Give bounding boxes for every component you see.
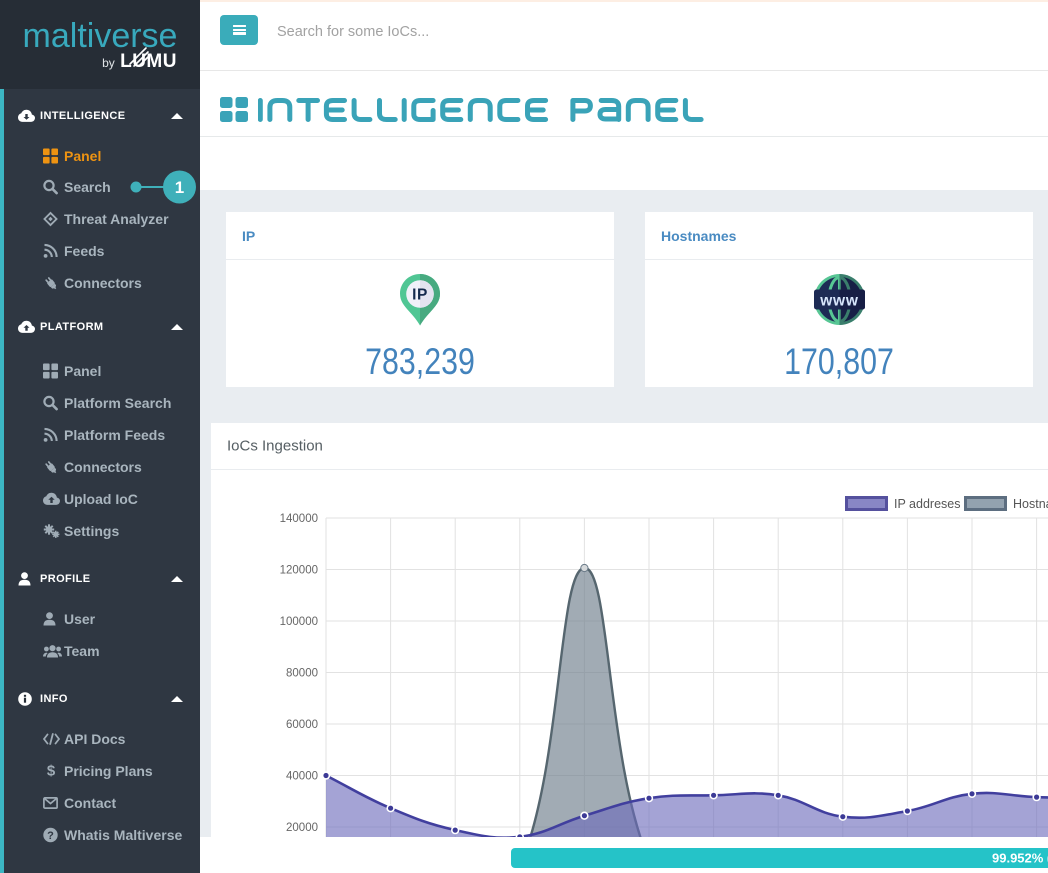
- svg-text:100000: 100000: [280, 616, 318, 628]
- svg-text:140000: 140000: [280, 513, 318, 525]
- svg-text:IP: IP: [412, 287, 428, 304]
- svg-text:40000: 40000: [286, 771, 318, 783]
- svg-text:120000: 120000: [280, 565, 318, 577]
- svg-text:60000: 60000: [286, 719, 318, 731]
- svg-text:80000: 80000: [286, 668, 318, 680]
- svg-text:20000: 20000: [286, 822, 318, 834]
- svg-text:1: 1: [175, 178, 184, 197]
- svg-text:IP addreses: IP addreses: [894, 497, 960, 511]
- svg-text:www: www: [819, 293, 859, 310]
- svg-text:?: ?: [47, 830, 54, 842]
- svg-text:Hostnames: Hostnames: [1013, 497, 1048, 511]
